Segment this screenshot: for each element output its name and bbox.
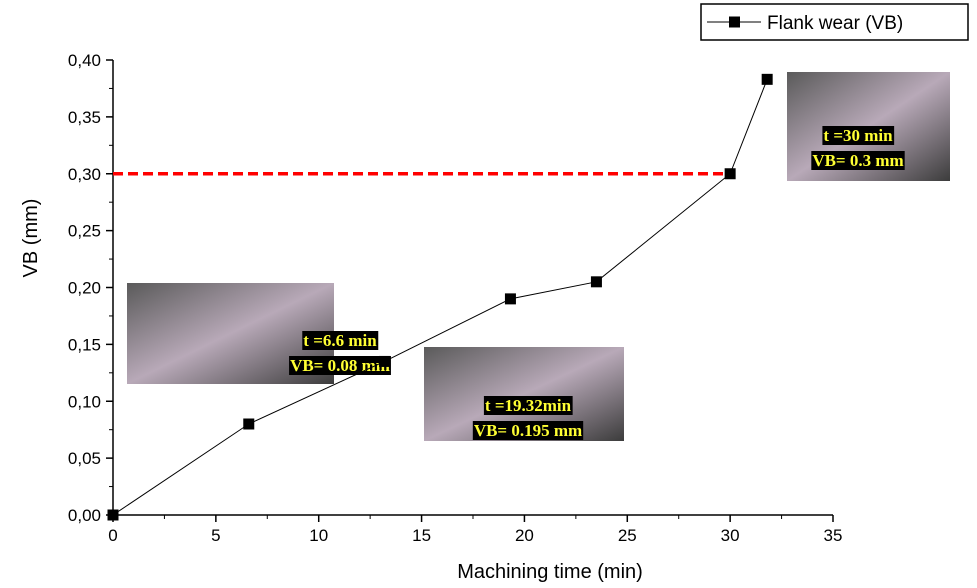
marker [379, 355, 391, 367]
y-axis-title: VB (mm) [20, 199, 42, 278]
marker [590, 276, 602, 288]
x-axis-title: Machining time (min) [457, 561, 643, 583]
legend-label: Flank wear (VB) [767, 13, 903, 34]
y-tick-label: 0,15 [68, 335, 101, 354]
y-tick-label: 0,30 [68, 165, 101, 184]
marker [761, 73, 773, 85]
annotation-text: t =30 min [823, 126, 893, 145]
marker [724, 168, 736, 180]
x-tick-label: 20 [515, 526, 534, 545]
y-tick-label: 0,05 [68, 449, 101, 468]
x-tick-label: 10 [309, 526, 328, 545]
annotation-bg [822, 126, 895, 145]
marker [504, 293, 516, 305]
annotation-text: VB= 0.195 mm [474, 421, 582, 440]
x-tick-label: 30 [721, 526, 740, 545]
x-tick-label: 25 [618, 526, 637, 545]
x-tick-label: 0 [108, 526, 117, 545]
y-tick-label: 0,25 [68, 222, 101, 241]
annotation-bg [472, 421, 584, 440]
annotation-bg [483, 396, 573, 415]
y-tick-label: 0,35 [68, 108, 101, 127]
annotation-text: t =19.32min [485, 396, 572, 415]
y-tick-label: 0,10 [68, 392, 101, 411]
x-tick-label: 35 [824, 526, 843, 545]
x-tick-label: 5 [211, 526, 220, 545]
annotation-bg [302, 331, 379, 350]
marker [107, 509, 119, 521]
y-tick-label: 0,40 [68, 51, 101, 70]
annotation-bg [811, 151, 905, 170]
legend-marker [729, 16, 740, 28]
annotation-text: t =6.6 min [303, 331, 377, 350]
y-tick-label: 0,00 [68, 506, 101, 525]
y-tick-label: 0,20 [68, 279, 101, 298]
annotation-text: VB= 0.3 mm [812, 151, 903, 170]
marker [243, 418, 255, 430]
x-tick-label: 15 [412, 526, 431, 545]
